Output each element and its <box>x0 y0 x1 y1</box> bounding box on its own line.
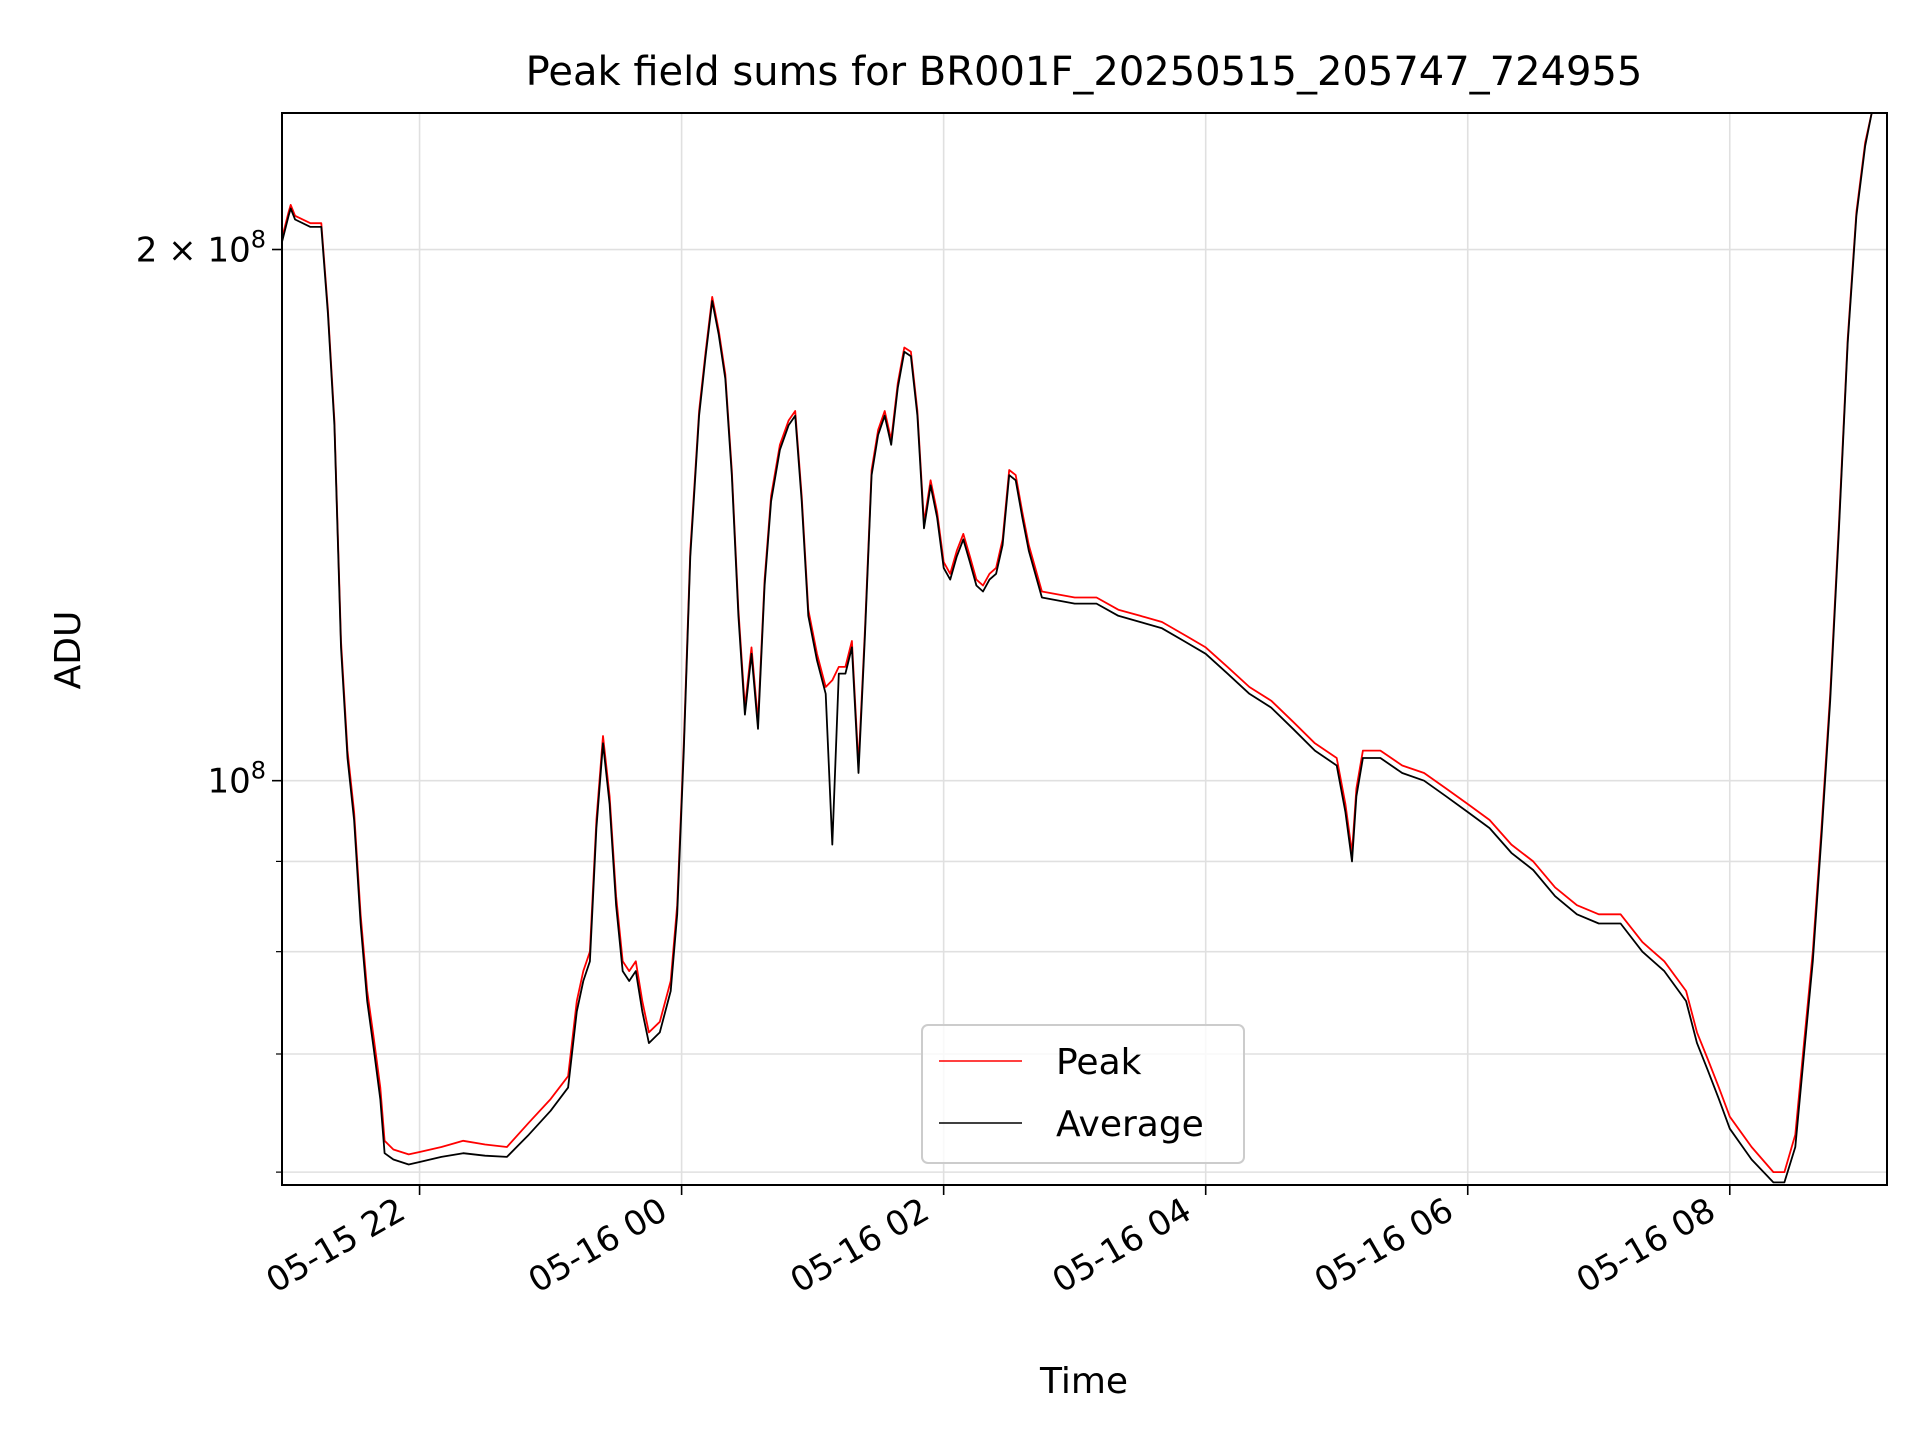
legend-box <box>921 1024 1245 1164</box>
legend-label-peak: Peak <box>1056 1042 1142 1083</box>
y-axis-label: ADU <box>48 611 89 690</box>
plot-frame <box>281 112 1888 1186</box>
chart-title: Peak field sums for BR001F_20250515_2057… <box>526 49 1643 95</box>
legend: Peak Average <box>921 1024 1245 1164</box>
y-axis: 2 × 108 108 <box>136 226 282 1173</box>
plot-lines <box>282 113 1887 1184</box>
y-tick-label: 108 <box>207 757 266 802</box>
legend-label-average: Average <box>1056 1104 1204 1145</box>
series-line-average <box>282 113 1887 1184</box>
x-axis-label: Time <box>1039 1361 1128 1402</box>
grid <box>282 113 1887 1185</box>
y-tick-label: 2 × 108 <box>136 226 266 271</box>
